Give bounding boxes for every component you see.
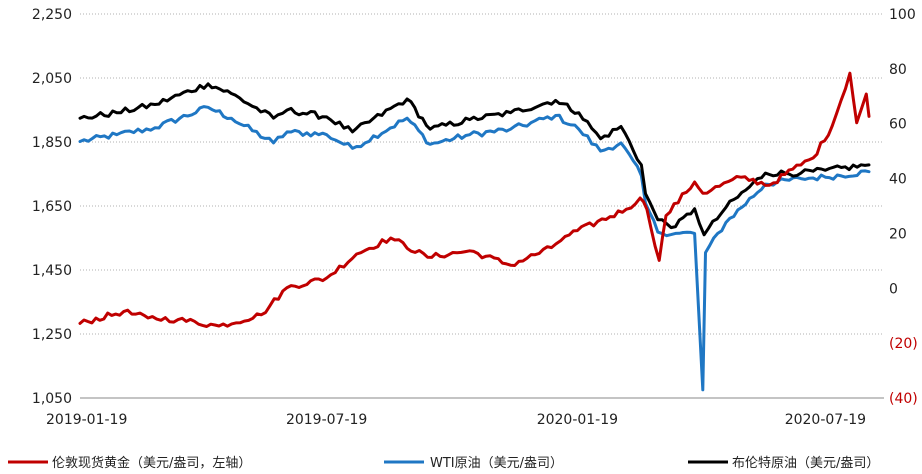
left-tick-label: 2,050 (32, 71, 72, 87)
gridlines (80, 13, 884, 335)
legend: 伦敦现货黄金（美元/盎司，左轴） WTI原油（美元/盎司） 布伦特原油（美元/盎司） (8, 455, 879, 471)
right-tick-label: 0 (889, 281, 898, 297)
x-tick-label: 2019-07-19 (286, 412, 367, 428)
left-tick-label: 1,050 (32, 391, 72, 407)
left-tick-label: 1,450 (32, 263, 72, 279)
legend-label: WTI原油（美元/盎司） (430, 456, 563, 471)
plot-lines (78, 71, 871, 392)
right-tick-label: 40 (889, 172, 907, 188)
right-tick-label: 20 (889, 226, 907, 242)
series-line (78, 105, 871, 392)
series-line (78, 71, 871, 328)
right-axis-ticks: 100 80 60 40 20 0 (20) (40) (889, 7, 918, 407)
x-tick-label: 2019-01-19 (46, 412, 127, 428)
right-tick-label: (20) (889, 336, 918, 352)
left-tick-label: 2,250 (32, 7, 72, 23)
left-tick-label: 1,850 (32, 135, 72, 151)
legend-label: 伦敦现货黄金（美元/盎司，左轴） (52, 455, 251, 471)
series-line (78, 82, 871, 237)
right-tick-label: (40) (889, 391, 918, 407)
right-tick-label: 100 (889, 7, 916, 23)
right-tick-label: 60 (889, 117, 907, 133)
left-tick-label: 1,650 (32, 199, 72, 215)
right-tick-label: 80 (889, 62, 907, 78)
x-tick-label: 2020-07-19 (785, 412, 866, 428)
legend-label: 布伦特原油（美元/盎司） (732, 456, 879, 471)
x-axis-ticks: 2019-01-19 2019-07-19 2020-01-19 2020-07-19 (46, 412, 866, 428)
x-tick-label: 2020-01-19 (537, 412, 618, 428)
left-tick-label: 1,250 (32, 327, 72, 343)
left-axis-ticks: 2,250 2,050 1,850 1,650 1,450 1,250 1,050 (32, 7, 72, 407)
